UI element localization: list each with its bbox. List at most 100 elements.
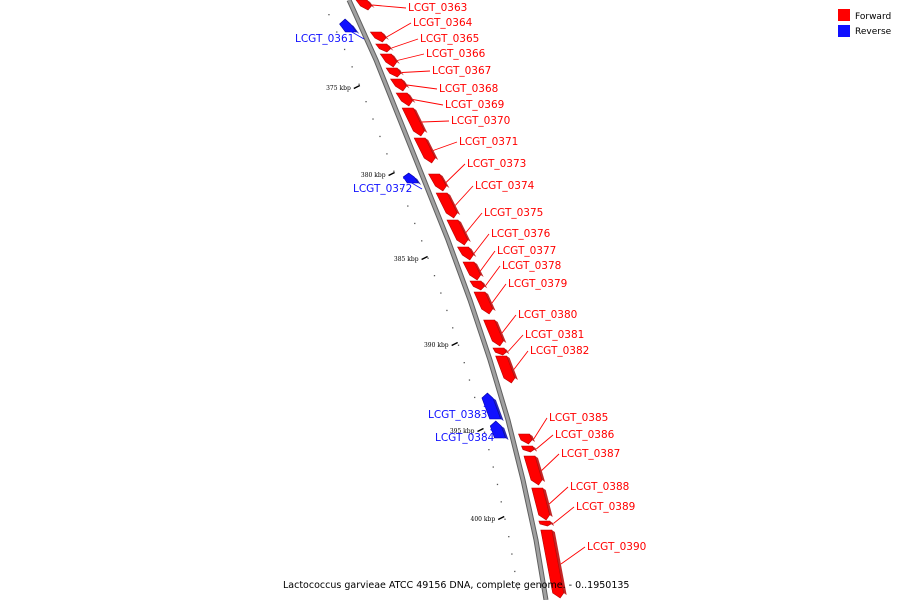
tick-mark xyxy=(477,427,484,433)
gene-body xyxy=(428,173,447,192)
gene-label-LCGT_0368: LCGT_0368 xyxy=(439,83,498,95)
leader-LCGT_0368 xyxy=(406,84,438,90)
gene-LCGT_0389 xyxy=(538,520,554,527)
tick-390-kbp: 390 kbp xyxy=(424,341,458,349)
tick-400-kbp: 400 kbp xyxy=(471,515,505,523)
minor-tick xyxy=(440,292,442,294)
tick-mark xyxy=(421,255,428,261)
minor-ticks xyxy=(328,14,519,590)
leader-LCGT_0367 xyxy=(401,70,431,73)
minor-tick xyxy=(446,309,448,312)
minor-tick xyxy=(351,66,353,68)
tick-label: 395 kbp xyxy=(450,428,475,435)
gene-label-LCGT_0376: LCGT_0376 xyxy=(491,228,551,240)
gene-label-LCGT_0389: LCGT_0389 xyxy=(576,501,635,513)
minor-tick xyxy=(457,344,460,346)
tick-label: 390 kbp xyxy=(424,342,449,349)
gene-shade xyxy=(494,320,507,343)
gene-LCGT_0386 xyxy=(521,445,537,453)
minor-tick xyxy=(336,31,338,33)
leader-LCGT_0380 xyxy=(501,314,517,334)
gene-shade xyxy=(474,262,484,277)
gene-label-LCGT_0386: LCGT_0386 xyxy=(555,429,615,441)
leader-LCGT_0366 xyxy=(397,53,425,61)
gene-LCGT_0385 xyxy=(518,433,535,445)
gene-LCGT_0382 xyxy=(495,355,518,384)
gene-label-LCGT_0363: LCGT_0363 xyxy=(408,2,467,14)
gene-label-LCGT_0375: LCGT_0375 xyxy=(484,207,543,219)
gene-body xyxy=(495,355,516,384)
gene-shade xyxy=(532,446,537,452)
gene-body xyxy=(538,520,552,527)
minor-tick xyxy=(514,570,516,573)
gene-LCGT_0388 xyxy=(531,487,553,521)
gene-shade xyxy=(425,138,439,160)
gene-shade xyxy=(549,521,554,526)
gene-shade xyxy=(551,530,567,595)
tick-385-kbp: 385 kbp xyxy=(394,255,428,263)
gene-label-LCGT_0372: LCGT_0372 xyxy=(353,183,412,195)
minor-tick xyxy=(328,14,330,16)
gene-body xyxy=(395,92,413,107)
minor-tick xyxy=(452,327,454,329)
minor-tick xyxy=(386,153,388,155)
minor-tick xyxy=(500,501,502,503)
gene-LCGT_0371 xyxy=(413,137,439,164)
gene-shade xyxy=(506,356,518,380)
leader-LCGT_0365 xyxy=(391,38,419,49)
gene-label-LCGT_0369: LCGT_0369 xyxy=(445,99,504,111)
gene-body xyxy=(390,78,407,92)
gene-body xyxy=(401,107,425,137)
gene-body xyxy=(402,172,419,184)
gene-LCGT_0363 xyxy=(355,0,375,11)
minor-tick xyxy=(492,466,494,468)
gene-body xyxy=(413,137,436,164)
minor-tick xyxy=(504,518,506,520)
gene-body xyxy=(462,261,482,281)
gene-shade xyxy=(501,426,509,440)
gene-LCGT_0364 xyxy=(369,31,389,43)
gene-shade xyxy=(413,108,428,133)
gene-body xyxy=(521,445,535,453)
leader-LCGT_0384 xyxy=(490,429,505,439)
tick-mark xyxy=(451,341,458,347)
minor-tick xyxy=(400,188,402,190)
gene-shade xyxy=(468,247,477,257)
gene-LCGT_0369 xyxy=(395,92,416,107)
gene-label-LCGT_0364: LCGT_0364 xyxy=(413,17,473,29)
leader-LCGT_0389 xyxy=(553,506,575,524)
gene-label-LCGT_0373: LCGT_0373 xyxy=(467,158,526,170)
leader-LCGT_0379 xyxy=(491,283,507,304)
gene-label-LCGT_0367: LCGT_0367 xyxy=(432,65,491,77)
legend-forward-label: Forward xyxy=(855,12,891,22)
gene-label-LCGT_0383: LCGT_0383 xyxy=(428,409,487,421)
legend-reverse-label: Reverse xyxy=(855,27,892,37)
gene-label-LCGT_0385: LCGT_0385 xyxy=(549,412,608,424)
gene-LCGT_0384 xyxy=(489,420,509,440)
gene-label-LCGT_0370: LCGT_0370 xyxy=(451,115,510,127)
gene-body xyxy=(457,246,474,261)
leader-LCGT_0370 xyxy=(421,120,450,123)
gene-LCGT_0378 xyxy=(469,280,488,291)
leader-LCGT_0390 xyxy=(560,546,586,565)
minor-tick xyxy=(393,170,395,172)
gene-shade xyxy=(529,434,535,442)
leader-LCGT_0378 xyxy=(485,265,501,286)
minor-tick xyxy=(517,588,519,590)
gene-LCGT_0390 xyxy=(540,529,567,599)
gene-body xyxy=(473,291,494,315)
major-ticks: 375 kbp 380 kbp 385 kbp 390 kbp 395 kbp 400 k… xyxy=(326,84,505,523)
minor-tick xyxy=(427,257,429,259)
gene-label-LCGT_0379: LCGT_0379 xyxy=(508,278,567,290)
genome-backbone xyxy=(346,0,549,600)
gene-labels: LCGT_0363 LCGT_0364 LCGT_0365 LCGT_0366 LCGT… xyxy=(295,2,646,553)
gene-shade xyxy=(407,93,416,103)
gene-shade xyxy=(350,24,360,34)
minor-tick xyxy=(379,135,381,138)
tick-380-kbp: 380 kbp xyxy=(361,171,395,179)
minor-tick xyxy=(508,536,510,538)
leader-LCGT_0385 xyxy=(533,417,548,440)
gene-label-LCGT_0382: LCGT_0382 xyxy=(530,345,589,357)
minor-tick xyxy=(433,275,436,277)
gene-body xyxy=(492,347,507,356)
